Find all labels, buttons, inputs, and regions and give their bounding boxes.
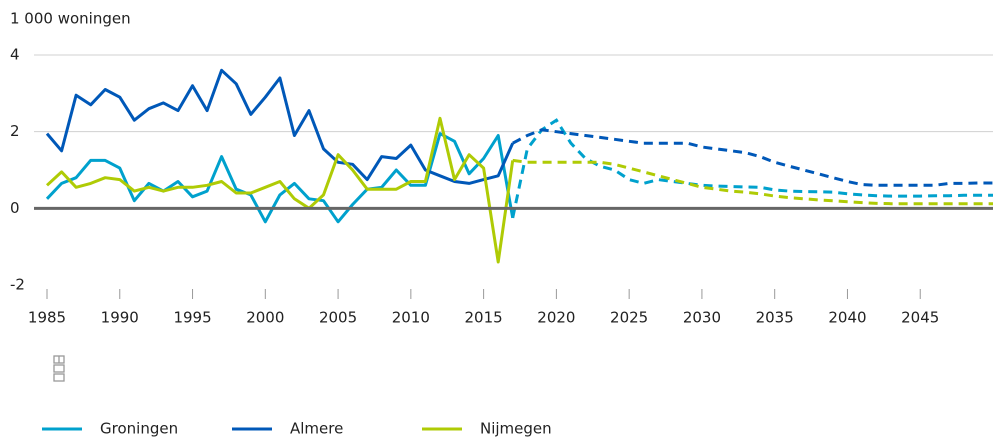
- line-projected: [512, 158, 993, 206]
- y-tick-label: 0: [10, 199, 20, 217]
- y-tick-label: 2: [10, 122, 20, 140]
- y-tick-label: 4: [10, 46, 20, 64]
- line-projected: [512, 128, 993, 187]
- line-observed: [45, 68, 515, 185]
- legend-label: Almere: [290, 420, 343, 438]
- x-tick-label: 2030: [683, 309, 721, 327]
- x-tick-label: 1995: [173, 309, 211, 327]
- x-tick-label: 2020: [537, 309, 575, 327]
- x-tick-label: 2040: [828, 309, 866, 327]
- x-tick-label: 1985: [28, 309, 66, 327]
- cbs-logo: [53, 355, 65, 382]
- line-observed: [45, 132, 515, 224]
- x-tick-label: 2025: [610, 309, 648, 327]
- y-tick-label: -2: [10, 276, 25, 294]
- x-tick-label: 2045: [901, 309, 939, 327]
- x-tick-label: 1990: [101, 309, 139, 327]
- x-tick-label: 2015: [465, 309, 503, 327]
- x-tick-label: 2010: [392, 309, 430, 327]
- legend-label: Groningen: [100, 420, 178, 438]
- x-tick-label: 2005: [319, 309, 357, 327]
- y-axis-label: 1 000 woningen: [10, 10, 131, 28]
- x-tick-label: 2035: [756, 309, 794, 327]
- x-tick-label: 2000: [246, 309, 284, 327]
- legend-label: Nijmegen: [480, 420, 552, 438]
- line-observed: [45, 116, 515, 264]
